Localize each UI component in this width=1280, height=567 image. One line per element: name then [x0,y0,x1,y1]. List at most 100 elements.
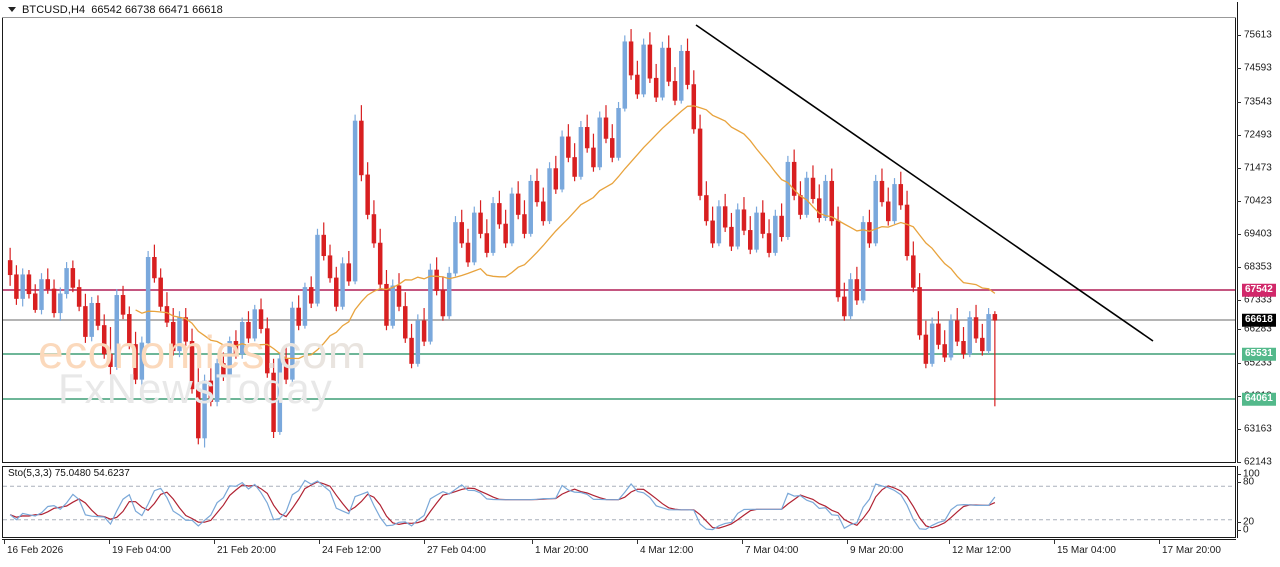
time-axis-label: 27 Feb 04:00 [427,545,486,556]
candle-body [453,222,458,274]
time-axis-label: 16 Feb 2026 [7,545,64,556]
descending-trendline[interactable] [695,24,1154,342]
time-tick [109,540,110,544]
price-tick [1237,234,1241,235]
candle-body [403,306,408,339]
candle-body [929,323,935,364]
time-tick [4,540,5,544]
candle-body [252,309,257,339]
candle-body [321,234,326,257]
candle-body [804,177,809,215]
stochastic-axis-line [1237,466,1238,538]
stochastic-svg [3,479,1235,531]
candle-body [810,177,816,199]
candle-body [992,314,998,321]
candle-body [308,287,314,304]
candle-body [14,274,19,299]
candle-body [679,50,684,101]
time-axis-label: 21 Feb 20:00 [217,545,276,556]
candle-body [440,290,446,317]
stochastic-label: Sto(5,3,3) 75.0480 54.6237 [8,468,130,479]
candle-body [785,161,791,238]
candle-body [509,193,515,244]
candle-body [352,120,358,282]
resistance-price-badge[interactable]: 67542 [1242,283,1276,297]
candle-body [722,206,728,228]
time-axis[interactable]: 16 Feb 2026 19 Feb 04:00 21 Feb 20:00 24 Fe… [2,539,1236,561]
candle-body [183,317,189,342]
candle-body [741,209,747,231]
candle-body [133,344,138,380]
time-tick [214,540,215,544]
price-tick-label: 62143 [1244,456,1272,468]
stochastic-panel[interactable]: Sto(5,3,3) 75.0480 54.6237 [2,466,1236,538]
support1-price-badge[interactable]: 65531 [1242,347,1276,361]
candle-body [127,314,132,345]
candle-body [503,223,508,244]
time-axis-label: 24 Feb 12:00 [322,545,381,556]
candle-body [948,320,954,358]
moving-average-line[interactable] [135,105,996,360]
candle-body [566,136,571,158]
time-axis-label: 1 Mar 20:00 [535,545,589,556]
candle-body [553,168,559,190]
time-tick [949,540,950,544]
candle-body [641,44,646,95]
candle-body [961,341,966,355]
candle-body [798,195,803,215]
price-tick [1237,396,1241,397]
price-tick-label: 63163 [1244,423,1272,435]
candle-body [860,222,866,301]
price-tick-label: 66283 [1244,323,1272,335]
price-tick-label: 69403 [1244,228,1272,240]
price-chart-panel[interactable] [2,2,1236,463]
candle-body [39,279,44,310]
candle-body [296,307,301,326]
stochastic-tick [1237,522,1241,523]
candle-body [89,302,94,337]
chevron-down-icon[interactable] [8,7,16,12]
price-axis-line [1237,2,1238,463]
candle-body [541,201,546,222]
price-axis[interactable]: 75613 74593 73543 72493 71473 70423 69403 68353… [1237,2,1280,468]
candle-body [265,328,270,374]
candle-body [421,320,427,342]
candle-body [208,380,214,402]
time-axis-label: 17 Mar 20:00 [1162,545,1221,556]
candle-body [371,214,377,244]
candle-body [616,108,621,158]
time-axis-line [2,539,1236,540]
candle-body [409,337,414,364]
candle-body [628,41,634,76]
candle-body [472,212,477,263]
time-tick [637,540,638,544]
candle-body [302,287,308,326]
price-tick [1237,201,1241,202]
candle-body [434,269,439,291]
candle-body [754,212,759,250]
price-tick [1237,267,1241,268]
candle-body [164,306,170,323]
candle-body [334,277,339,307]
candle-body [647,44,653,79]
candle-body [290,307,295,380]
candle-body [196,388,201,439]
candle-body [459,222,464,244]
support2-price-badge[interactable]: 64061 [1242,392,1276,406]
current-price-badge[interactable]: 66618 [1242,313,1276,327]
candle-body [465,242,471,263]
stochastic-level-label: 80 [1243,476,1255,488]
candle-body [20,274,25,299]
candle-body [152,257,157,279]
price-tick-label: 68353 [1244,261,1272,273]
candle-body [346,263,352,282]
candle-body [101,325,107,355]
candle-body [76,287,82,307]
time-tick [1159,540,1160,544]
candle-body [315,234,320,304]
candle-body [666,47,671,82]
candle-body [986,314,991,352]
candle-body [415,320,421,364]
stochastic-level-label: 100 [1243,468,1260,480]
candle-body [478,212,483,234]
